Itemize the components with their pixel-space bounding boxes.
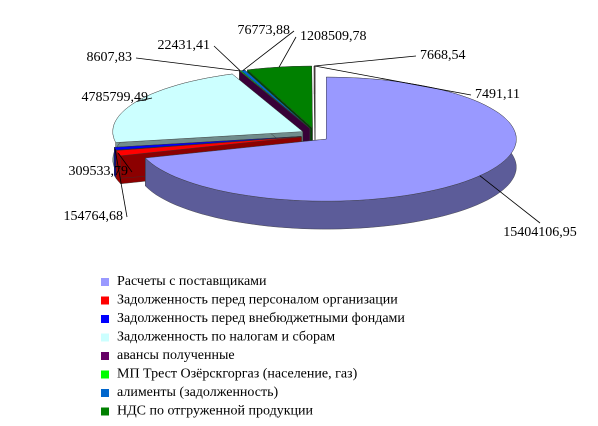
data-label: 8607,83 (87, 50, 133, 65)
legend-label: Задолженность перед внебюджетными фондам… (117, 311, 405, 326)
data-label: 7668,54 (420, 48, 466, 63)
leader-line (117, 152, 133, 173)
legend-swatch (101, 389, 109, 397)
data-label: 309533,79 (69, 164, 129, 179)
data-label: 4785799,49 (82, 90, 149, 105)
legend-swatch (101, 333, 109, 342)
leader-line (135, 57, 240, 72)
legend-label: авансы полученные (117, 348, 235, 363)
data-label: 15404106,95 (503, 225, 577, 240)
legend-label: Задолженность по налогам и сборам (117, 330, 335, 345)
legend-label: алименты (задолженность) (117, 385, 278, 400)
slice-top (144, 76, 517, 202)
legend-label: Задолженность перед персоналом организац… (117, 293, 398, 308)
data-label: 22431,41 (158, 38, 211, 53)
slice (144, 76, 517, 230)
legend-label: МП Трест Озёрскгоргаз (население, газ) (117, 367, 358, 382)
legend-swatch (101, 352, 109, 360)
leader-line (314, 65, 472, 96)
data-label: 154764,68 (64, 209, 124, 224)
legend-label: Расчеты с поставщиками (117, 274, 267, 289)
data-label: 76773,88 (238, 23, 291, 38)
legend-swatch (101, 370, 109, 379)
data-label: 1208509,78 (300, 29, 367, 44)
legend-swatch (101, 315, 109, 323)
leader-line (278, 36, 297, 68)
leader-line (136, 97, 153, 102)
legend-swatch (101, 278, 109, 286)
data-label: 7491,11 (475, 87, 520, 102)
leader-line (314, 55, 417, 67)
leader-line (213, 45, 241, 72)
leader-line (479, 175, 541, 224)
legend-swatch (101, 296, 109, 305)
leader-line (242, 30, 295, 71)
legend-label: НДС по отгруженной продукции (117, 404, 313, 419)
leader-line (114, 148, 128, 218)
legend-swatch (101, 407, 109, 416)
